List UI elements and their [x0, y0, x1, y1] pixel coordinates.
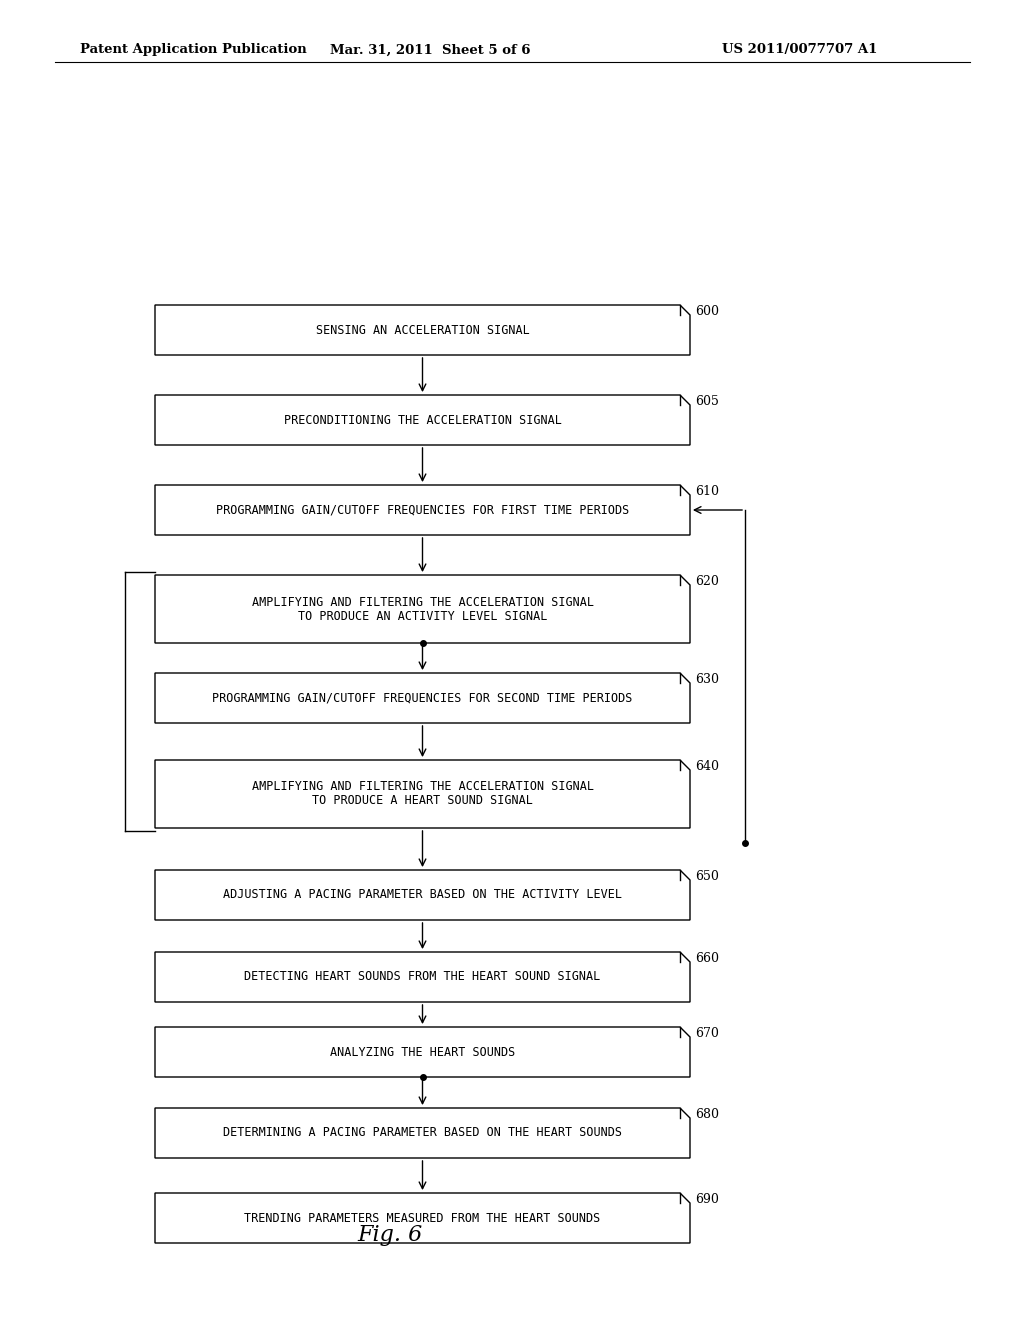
Polygon shape [155, 305, 690, 355]
Polygon shape [155, 576, 690, 643]
Text: PRECONDITIONING THE ACCELERATION SIGNAL: PRECONDITIONING THE ACCELERATION SIGNAL [284, 413, 561, 426]
Polygon shape [155, 870, 690, 920]
Text: SENSING AN ACCELERATION SIGNAL: SENSING AN ACCELERATION SIGNAL [315, 323, 529, 337]
Text: DETERMINING A PACING PARAMETER BASED ON THE HEART SOUNDS: DETERMINING A PACING PARAMETER BASED ON … [223, 1126, 622, 1139]
Polygon shape [155, 760, 690, 828]
Text: US 2011/0077707 A1: US 2011/0077707 A1 [722, 44, 878, 57]
Text: 650: 650 [695, 870, 719, 883]
Text: 640: 640 [695, 760, 719, 774]
Text: Patent Application Publication: Patent Application Publication [80, 44, 307, 57]
Text: 610: 610 [695, 484, 719, 498]
Text: 660: 660 [695, 952, 719, 965]
Text: 600: 600 [695, 305, 719, 318]
Text: 630: 630 [695, 673, 719, 686]
Text: AMPLIFYING AND FILTERING THE ACCELERATION SIGNAL: AMPLIFYING AND FILTERING THE ACCELERATIO… [252, 595, 594, 609]
Polygon shape [155, 484, 690, 535]
Text: 620: 620 [695, 576, 719, 587]
Text: Fig. 6: Fig. 6 [357, 1224, 423, 1246]
Text: 690: 690 [695, 1193, 719, 1206]
Polygon shape [155, 673, 690, 723]
Polygon shape [155, 1193, 690, 1243]
Text: TO PRODUCE AN ACTIVITY LEVEL SIGNAL: TO PRODUCE AN ACTIVITY LEVEL SIGNAL [298, 610, 547, 623]
Text: DETECTING HEART SOUNDS FROM THE HEART SOUND SIGNAL: DETECTING HEART SOUNDS FROM THE HEART SO… [245, 970, 601, 983]
Text: Mar. 31, 2011  Sheet 5 of 6: Mar. 31, 2011 Sheet 5 of 6 [330, 44, 530, 57]
Polygon shape [155, 395, 690, 445]
Text: PROGRAMMING GAIN/CUTOFF FREQUENCIES FOR SECOND TIME PERIODS: PROGRAMMING GAIN/CUTOFF FREQUENCIES FOR … [212, 692, 633, 705]
Text: 605: 605 [695, 395, 719, 408]
Text: TO PRODUCE A HEART SOUND SIGNAL: TO PRODUCE A HEART SOUND SIGNAL [312, 795, 532, 808]
Polygon shape [155, 1107, 690, 1158]
Polygon shape [155, 1027, 690, 1077]
Text: 670: 670 [695, 1027, 719, 1040]
Text: AMPLIFYING AND FILTERING THE ACCELERATION SIGNAL: AMPLIFYING AND FILTERING THE ACCELERATIO… [252, 780, 594, 793]
Text: TRENDING PARAMETERS MEASURED FROM THE HEART SOUNDS: TRENDING PARAMETERS MEASURED FROM THE HE… [245, 1212, 601, 1225]
Text: PROGRAMMING GAIN/CUTOFF FREQUENCIES FOR FIRST TIME PERIODS: PROGRAMMING GAIN/CUTOFF FREQUENCIES FOR … [216, 503, 629, 516]
Text: ADJUSTING A PACING PARAMETER BASED ON THE ACTIVITY LEVEL: ADJUSTING A PACING PARAMETER BASED ON TH… [223, 888, 622, 902]
Polygon shape [155, 952, 690, 1002]
Text: ANALYZING THE HEART SOUNDS: ANALYZING THE HEART SOUNDS [330, 1045, 515, 1059]
Text: 680: 680 [695, 1107, 719, 1121]
